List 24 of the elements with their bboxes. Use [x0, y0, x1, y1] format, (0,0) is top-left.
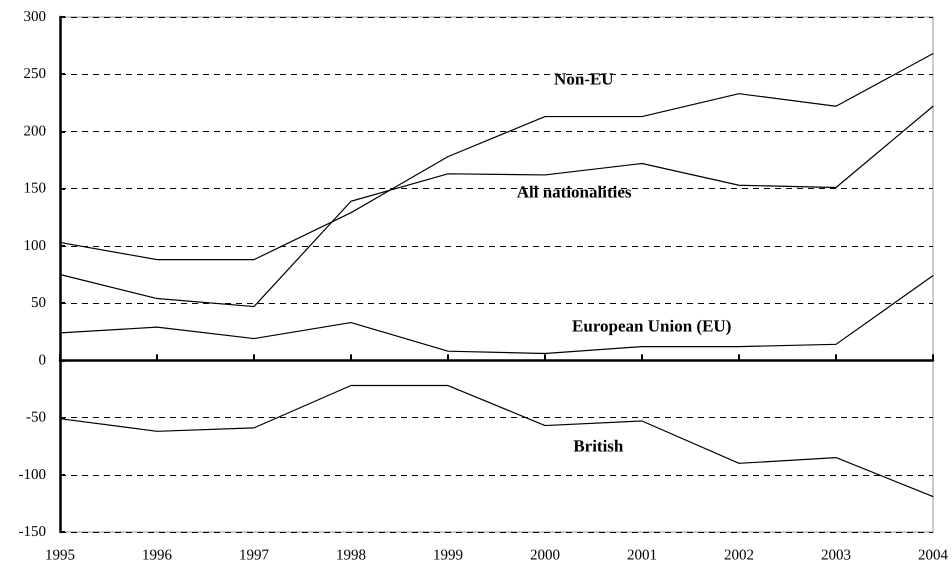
x-tick-label: 1997 [239, 548, 270, 563]
x-tick-label: 2002 [724, 548, 754, 563]
series-label: European Union (EU) [572, 316, 732, 336]
x-tick-label: 2003 [821, 548, 851, 563]
y-tick-label: 250 [24, 66, 46, 82]
x-tick-label: 1999 [433, 548, 463, 563]
y-tick-label: 100 [24, 238, 46, 254]
series-label: All nationalities [516, 182, 632, 202]
y-tick-label: 50 [31, 295, 46, 312]
y-tick-label: -50 [26, 410, 46, 426]
y-tick-label: -100 [18, 466, 46, 483]
y-tick-label: 0 [38, 352, 46, 368]
x-tick-label: 2004 [918, 548, 948, 563]
x-tick-label: 2000 [530, 548, 560, 563]
y-tick-label: 150 [24, 180, 46, 197]
x-tick-label: 1995 [45, 548, 75, 563]
x-tick-label: 1998 [336, 548, 366, 563]
y-tick-label: 200 [24, 123, 46, 140]
series-label: British [573, 436, 624, 456]
x-tick-label: 2001 [627, 548, 657, 563]
series-label: Non-EU [554, 69, 614, 88]
x-tick-label: 1996 [142, 548, 172, 563]
y-tick-label: -150 [18, 524, 46, 540]
y-tick-label: 300 [24, 9, 46, 25]
